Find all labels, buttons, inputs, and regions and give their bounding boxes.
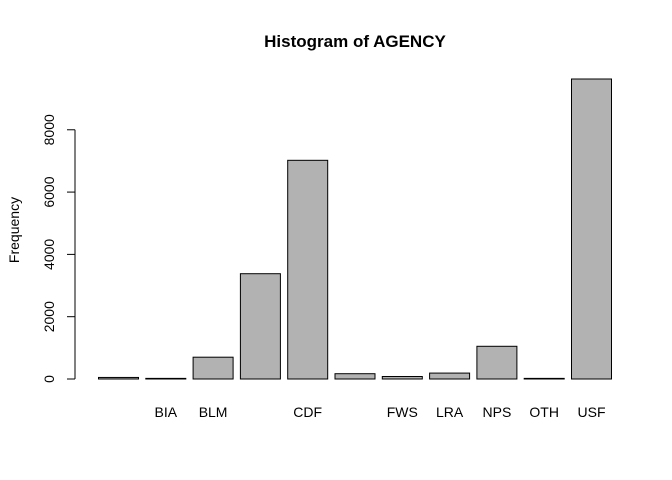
chart-title: Histogram of AGENCY <box>264 32 446 51</box>
bar-bia <box>145 377 187 380</box>
bar-cdf <box>287 159 329 380</box>
x-tick-label-bia: BIA <box>155 404 178 420</box>
y-axis-label: Frequency <box>6 197 22 263</box>
x-tick-labels: BIA BLM CDF FWS LRA NPS OTH USF <box>155 404 606 420</box>
x-tick-label-nps: NPS <box>483 404 512 420</box>
x-tick-label-cdf: CDF <box>293 404 322 420</box>
bar-fws <box>381 376 423 380</box>
y-tick-label-4000: 4000 <box>41 239 57 270</box>
bar-blm <box>192 356 234 380</box>
bar-unlabeled-0 <box>98 376 139 380</box>
x-tick-label-fws: FWS <box>387 404 418 420</box>
y-tick-label-8000: 8000 <box>41 114 57 145</box>
y-tick-label-6000: 6000 <box>41 176 57 207</box>
y-tick-label-0: 0 <box>41 375 57 383</box>
x-tick-label-usf: USF <box>578 404 606 420</box>
bar-nps <box>476 345 518 380</box>
bar-oth <box>523 377 565 380</box>
y-axis: 0 2000 4000 6000 8000 <box>41 114 76 383</box>
bars-group <box>98 78 612 380</box>
bar-unlabeled-3 <box>239 273 281 380</box>
bar-unlabeled-5 <box>334 373 376 380</box>
x-tick-label-lra: LRA <box>436 404 464 420</box>
x-tick-label-blm: BLM <box>199 404 228 420</box>
bar-usf <box>571 78 612 380</box>
x-tick-label-oth: OTH <box>529 404 559 420</box>
bar-lra <box>429 372 471 380</box>
y-tick-label-2000: 2000 <box>41 301 57 332</box>
